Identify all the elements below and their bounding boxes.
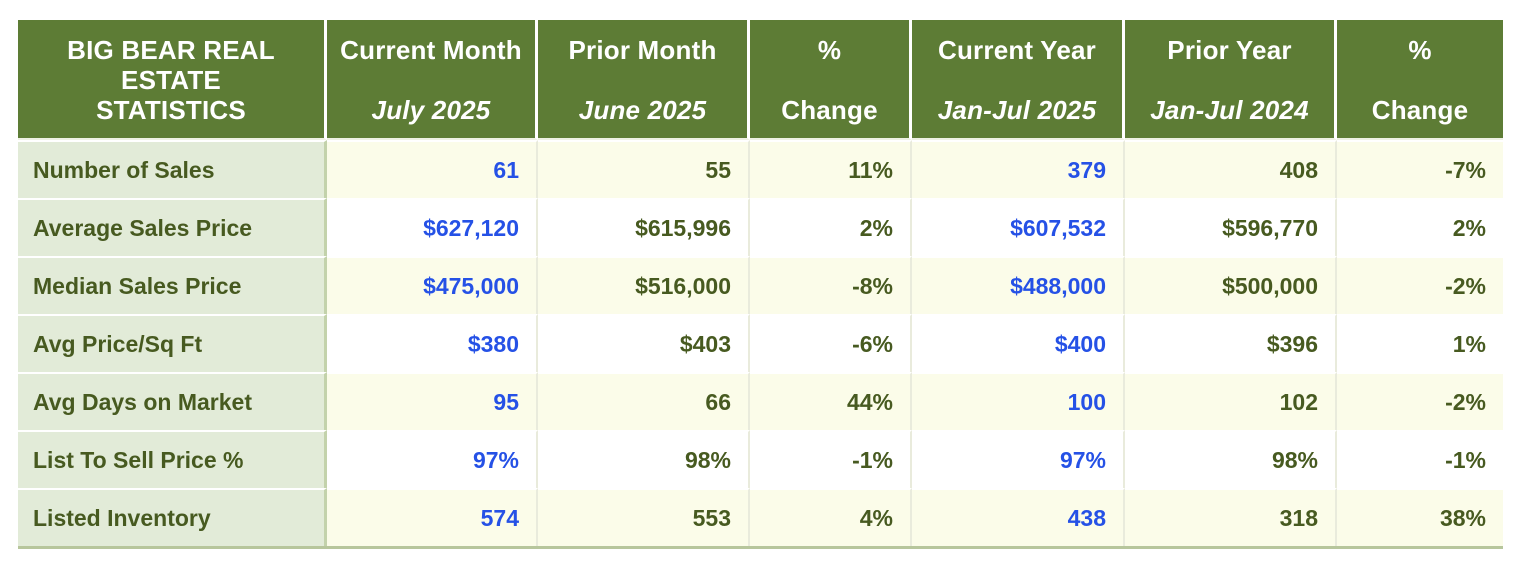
table-row-median-sales-price: Median Sales Price $475,000 $516,000 -8%… bbox=[18, 256, 1503, 314]
table-row-number-of-sales: Number of Sales 61 55 11% 379 408 -7% bbox=[18, 140, 1503, 198]
col-header-sublabel: June 2025 bbox=[578, 95, 707, 125]
cell-prior-month: 553 bbox=[538, 488, 750, 546]
cell-month-change: 2% bbox=[750, 198, 912, 256]
cell-month-change: -1% bbox=[750, 430, 912, 488]
cell-current-month: 97% bbox=[327, 430, 538, 488]
col-header-month-pct-change: % Change bbox=[750, 20, 912, 140]
col-header-label: Current Year bbox=[938, 35, 1096, 65]
table-row-avg-days-on-market: Avg Days on Market 95 66 44% 100 102 -2% bbox=[18, 372, 1503, 430]
table-row-average-sales-price: Average Sales Price $627,120 $615,996 2%… bbox=[18, 198, 1503, 256]
cell-current-year: 379 bbox=[912, 140, 1125, 198]
cell-current-month: $380 bbox=[327, 314, 538, 372]
table-title-line2: STATISTICS bbox=[96, 95, 246, 125]
cell-current-year: 100 bbox=[912, 372, 1125, 430]
row-label: List To Sell Price % bbox=[18, 430, 327, 488]
cell-month-change: 44% bbox=[750, 372, 912, 430]
cell-month-change: -8% bbox=[750, 256, 912, 314]
col-header-sublabel: Jan-Jul 2025 bbox=[937, 95, 1097, 125]
col-header-current-year: Current Year Jan-Jul 2025 bbox=[912, 20, 1125, 140]
col-header-prior-year: Prior Year Jan-Jul 2024 bbox=[1125, 20, 1337, 140]
table-row-list-to-sell-price: List To Sell Price % 97% 98% -1% 97% 98%… bbox=[18, 430, 1503, 488]
cell-current-month: 574 bbox=[327, 488, 538, 546]
cell-current-month: $627,120 bbox=[327, 198, 538, 256]
cell-prior-month: 98% bbox=[538, 430, 750, 488]
cell-month-change: -6% bbox=[750, 314, 912, 372]
header-row: BIG BEAR REAL ESTATE STATISTICS Current … bbox=[18, 20, 1503, 140]
row-label: Avg Price/Sq Ft bbox=[18, 314, 327, 372]
col-header-sublabel: July 2025 bbox=[371, 95, 491, 125]
table-row-listed-inventory: Listed Inventory 574 553 4% 438 318 38% bbox=[18, 488, 1503, 546]
cell-current-month: $475,000 bbox=[327, 256, 538, 314]
col-header-sublabel: Jan-Jul 2024 bbox=[1150, 95, 1309, 125]
row-label: Number of Sales bbox=[18, 140, 327, 198]
cell-year-change: -2% bbox=[1337, 372, 1503, 430]
cell-prior-year: 318 bbox=[1125, 488, 1337, 546]
cell-current-year: $400 bbox=[912, 314, 1125, 372]
cell-month-change: 4% bbox=[750, 488, 912, 546]
col-header-label: Prior Year bbox=[1167, 35, 1292, 65]
cell-year-change: -7% bbox=[1337, 140, 1503, 198]
table-row-avg-price-sq-ft: Avg Price/Sq Ft $380 $403 -6% $400 $396 … bbox=[18, 314, 1503, 372]
cell-current-year: $488,000 bbox=[912, 256, 1125, 314]
row-label: Median Sales Price bbox=[18, 256, 327, 314]
cell-prior-month: $403 bbox=[538, 314, 750, 372]
cell-year-change: 2% bbox=[1337, 198, 1503, 256]
stats-table: BIG BEAR REAL ESTATE STATISTICS Current … bbox=[18, 20, 1503, 549]
cell-prior-year: 408 bbox=[1125, 140, 1337, 198]
cell-prior-year: 98% bbox=[1125, 430, 1337, 488]
col-header-label: Prior Month bbox=[568, 35, 717, 65]
col-header-label: % bbox=[1408, 35, 1432, 65]
cell-year-change: -2% bbox=[1337, 256, 1503, 314]
col-header-label: Current Month bbox=[340, 35, 522, 65]
cell-current-year: 97% bbox=[912, 430, 1125, 488]
row-label: Average Sales Price bbox=[18, 198, 327, 256]
cell-prior-month: 55 bbox=[538, 140, 750, 198]
cell-prior-year: 102 bbox=[1125, 372, 1337, 430]
cell-prior-year: $596,770 bbox=[1125, 198, 1337, 256]
cell-year-change: -1% bbox=[1337, 430, 1503, 488]
cell-prior-month: $615,996 bbox=[538, 198, 750, 256]
cell-prior-month: $516,000 bbox=[538, 256, 750, 314]
cell-current-year: $607,532 bbox=[912, 198, 1125, 256]
cell-month-change: 11% bbox=[750, 140, 912, 198]
col-header-prior-month: Prior Month June 2025 bbox=[538, 20, 750, 140]
cell-prior-year: $500,000 bbox=[1125, 256, 1337, 314]
table-title-line1: BIG BEAR REAL ESTATE bbox=[67, 35, 275, 95]
row-label: Listed Inventory bbox=[18, 488, 327, 546]
col-header-current-month: Current Month July 2025 bbox=[327, 20, 538, 140]
table-title-cell: BIG BEAR REAL ESTATE STATISTICS bbox=[18, 20, 327, 140]
cell-current-month: 61 bbox=[327, 140, 538, 198]
cell-year-change: 38% bbox=[1337, 488, 1503, 546]
cell-current-year: 438 bbox=[912, 488, 1125, 546]
real-estate-stats-panel: BIG BEAR REAL ESTATE STATISTICS Current … bbox=[18, 20, 1503, 549]
row-label: Avg Days on Market bbox=[18, 372, 327, 430]
col-header-year-pct-change: % Change bbox=[1337, 20, 1503, 140]
col-header-sublabel: Change bbox=[781, 95, 878, 125]
cell-prior-month: 66 bbox=[538, 372, 750, 430]
cell-current-month: 95 bbox=[327, 372, 538, 430]
col-header-label: % bbox=[817, 35, 842, 65]
col-header-sublabel: Change bbox=[1371, 95, 1469, 125]
cell-year-change: 1% bbox=[1337, 314, 1503, 372]
cell-prior-year: $396 bbox=[1125, 314, 1337, 372]
